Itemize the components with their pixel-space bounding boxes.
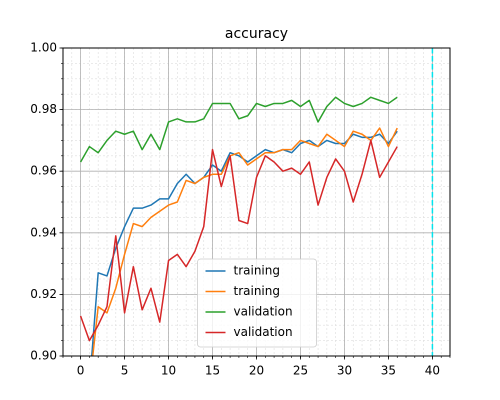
x-tick-label: 10 [161, 364, 176, 378]
series-line [79, 139, 398, 342]
x-tick-label: 5 [121, 364, 129, 378]
y-tick-label: 0.90 [30, 349, 57, 363]
legend-label: training [234, 284, 281, 298]
x-tick-label: 20 [249, 364, 264, 378]
x-tick-label: 25 [293, 364, 308, 378]
legend-label: validation [234, 305, 293, 319]
x-tick-label: 40 [425, 364, 440, 378]
chart-title: accuracy [225, 26, 288, 42]
legend-box [197, 258, 317, 348]
legend-label: validation [234, 325, 293, 339]
plot-area [79, 48, 434, 356]
x-tick-label: 0 [77, 364, 85, 378]
y-tick-label: 0.94 [30, 225, 57, 239]
series-line [92, 127, 398, 356]
series-line [79, 96, 398, 163]
x-tick-label: 30 [337, 364, 352, 378]
y-tick-label: 0.92 [30, 287, 57, 301]
x-tick-label: 35 [381, 364, 396, 378]
ticks: 0 5 10 15 20 25 30 35 40 0.90 0.92 0.94 0.96 0.98 1.00 [30, 41, 451, 378]
x-tick-label: 15 [205, 364, 220, 378]
legend: training training validation validation [197, 258, 317, 348]
y-tick-label: 1.00 [30, 41, 57, 55]
y-tick-label: 0.98 [30, 102, 57, 116]
y-tick-label: 0.96 [30, 164, 57, 178]
legend-label: training [234, 264, 281, 278]
